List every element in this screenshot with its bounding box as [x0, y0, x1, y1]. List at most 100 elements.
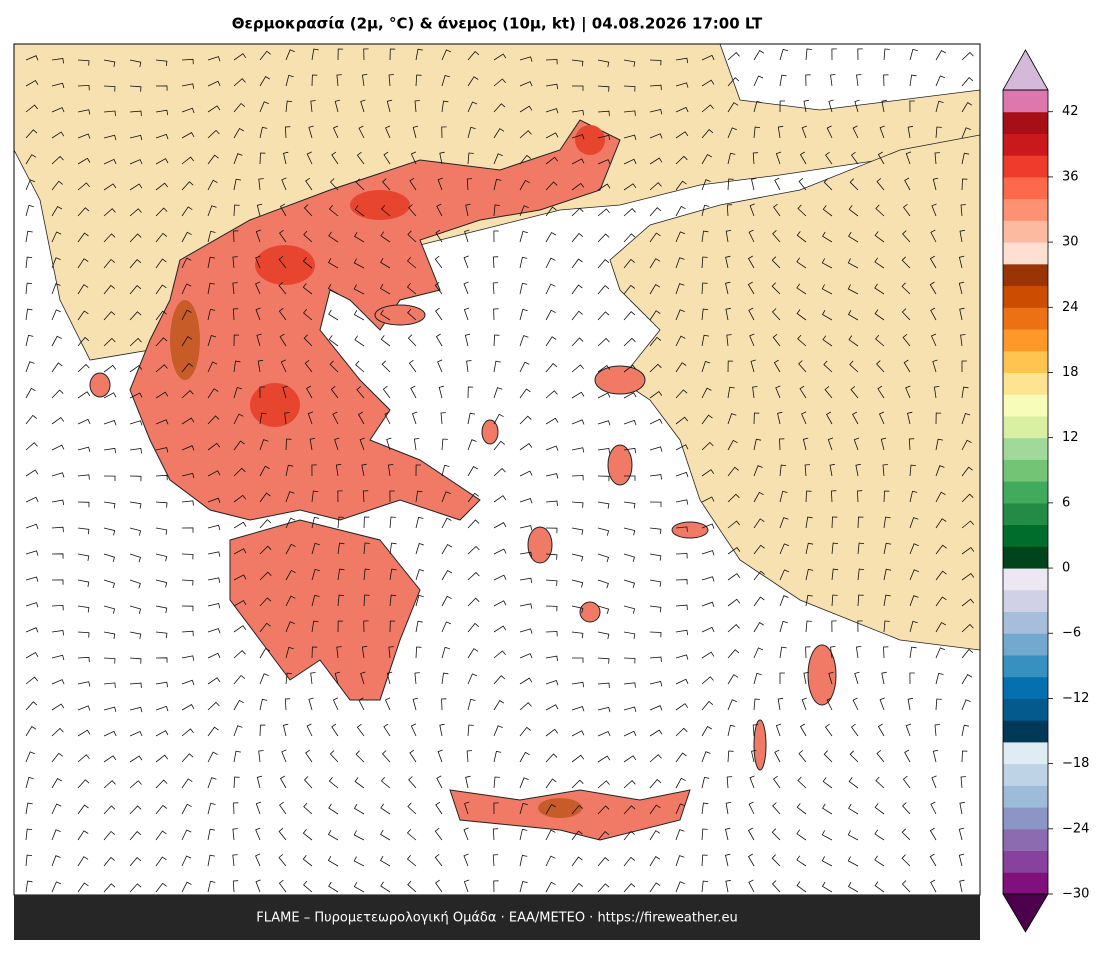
wind-barb	[302, 855, 313, 867]
wind-barb	[77, 284, 89, 295]
wind-barb	[727, 493, 740, 503]
wind-barb	[181, 829, 192, 841]
wind-barb	[701, 360, 711, 373]
wind-barb	[649, 830, 661, 841]
wind-barb	[545, 655, 558, 662]
wind-barb	[725, 307, 731, 321]
wind-barb	[467, 76, 479, 87]
wind-barb	[701, 626, 715, 633]
wind-barb	[727, 77, 740, 87]
wind-barb	[649, 59, 662, 66]
wind-barb	[961, 102, 973, 113]
wind-barb	[935, 698, 942, 711]
wind-barb	[25, 55, 39, 61]
wind-barb	[493, 413, 504, 425]
wind-barb	[411, 411, 418, 425]
wind-barb	[464, 229, 470, 243]
wind-barb	[207, 256, 216, 269]
wind-barb	[747, 281, 755, 295]
wind-barb	[233, 725, 243, 737]
wind-barb	[623, 364, 637, 373]
wind-barb	[675, 777, 686, 789]
wind-barb	[155, 605, 168, 614]
wind-barb	[725, 853, 731, 867]
wind-barb	[961, 466, 973, 477]
wind-barb	[311, 48, 319, 61]
wind-barb	[441, 75, 450, 87]
wind-barb	[753, 75, 764, 87]
wind-barb	[415, 464, 421, 477]
wind-barb	[337, 516, 344, 529]
wind-barb	[545, 881, 556, 893]
wind-barb	[545, 855, 556, 867]
wind-barb	[311, 464, 317, 477]
wind-barb	[726, 776, 733, 789]
wind-barb	[129, 208, 142, 217]
wind-barb	[467, 724, 474, 737]
wind-barb	[826, 697, 833, 711]
wind-barb	[805, 490, 812, 503]
wind-barb	[675, 131, 689, 139]
wind-barb	[847, 284, 859, 295]
wind-barb	[441, 543, 453, 555]
wind-barb	[961, 77, 974, 87]
wind-barb	[255, 879, 261, 893]
wind-barb	[493, 574, 507, 581]
mountain-area	[170, 300, 200, 380]
wind-barb	[493, 650, 506, 659]
wind-barb	[821, 881, 833, 893]
wind-barb	[311, 516, 320, 529]
wind-barb	[701, 651, 715, 659]
wind-barb	[961, 360, 967, 372]
wind-barb	[701, 469, 715, 477]
wind-barb	[773, 359, 781, 373]
wind-barb	[597, 579, 609, 589]
wind-barb	[727, 466, 739, 477]
wind-barb	[302, 829, 313, 841]
wind-barbs	[25, 48, 975, 893]
wind-barb	[25, 179, 36, 191]
wind-barb	[278, 879, 287, 893]
colorbar-band	[1003, 676, 1048, 699]
wind-barb	[597, 59, 610, 68]
wind-barb	[874, 881, 885, 893]
wind-barb	[311, 646, 318, 659]
wind-barb	[779, 74, 787, 87]
footer-text: FLAME – Πυρομετεωρολογική Ομάδα · ΕΑΑ/ME…	[256, 911, 738, 926]
wind-barb	[51, 180, 63, 191]
colorbar-band	[1003, 111, 1048, 134]
wind-barb	[649, 856, 661, 867]
wind-barb	[207, 828, 216, 841]
wind-barb	[331, 723, 339, 737]
wind-barb	[181, 704, 195, 711]
wind-barb	[155, 391, 169, 399]
wind-barb	[77, 830, 89, 841]
wind-barb	[25, 230, 33, 243]
wind-barb	[77, 109, 91, 115]
wind-barb	[752, 724, 759, 737]
wind-barb	[337, 620, 344, 633]
wind-barb	[380, 231, 391, 243]
wind-barb	[771, 828, 781, 841]
wind-barb	[181, 500, 194, 506]
wind-barb	[649, 501, 662, 507]
wind-barb	[753, 596, 765, 607]
wind-barb	[874, 855, 885, 867]
wind-barb	[909, 74, 917, 87]
wind-barb	[701, 308, 709, 321]
wind-barb	[748, 801, 755, 815]
wind-barb	[363, 516, 370, 529]
map	[14, 44, 980, 895]
wind-barb	[51, 283, 61, 295]
wind-barb	[305, 177, 313, 191]
wind-barb	[492, 282, 499, 295]
wind-barb	[129, 605, 142, 614]
wind-barb	[623, 337, 636, 347]
wind-barb	[849, 750, 859, 763]
wind-barb	[907, 125, 914, 139]
wind-barb	[701, 725, 713, 737]
wind-barb	[415, 568, 425, 581]
colorbar-tick-label: 24	[1062, 300, 1079, 315]
wind-barb	[493, 308, 499, 321]
wind-barb	[777, 411, 783, 425]
